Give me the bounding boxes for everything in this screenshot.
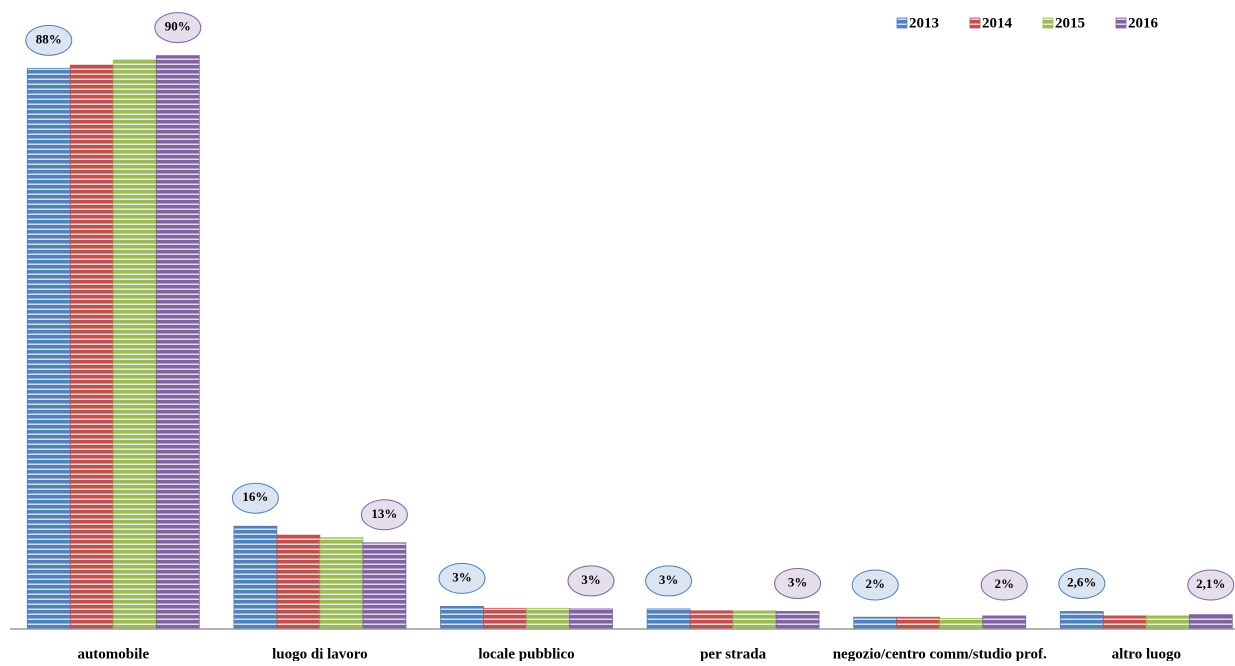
bar: [483, 607, 527, 629]
bar: [319, 537, 364, 629]
data-label-bubble: [25, 24, 73, 56]
data-label-bubble: [774, 567, 822, 599]
data-label: 90%: [165, 19, 191, 34]
data-label: 3%: [659, 572, 679, 587]
data-label: 3%: [452, 569, 472, 584]
bar: [689, 610, 734, 629]
data-label-bubble: [360, 499, 408, 531]
bar: [440, 605, 484, 629]
bar: [526, 607, 570, 629]
legend-label: 2015: [1055, 15, 1085, 31]
bar: [1059, 611, 1104, 629]
bar: [853, 616, 898, 629]
data-label-bubble: [567, 565, 615, 597]
data-label: 2%: [865, 576, 885, 591]
data-label: 2%: [994, 576, 1014, 591]
data-label-bubble: [851, 569, 899, 601]
data-label-bubble: [980, 569, 1028, 601]
bar: [26, 67, 71, 629]
data-label: 2,6%: [1067, 574, 1096, 589]
data-label: 2,1%: [1196, 576, 1225, 591]
x-tick-label: luogo di lavoro: [272, 646, 368, 661]
bar: [982, 615, 1027, 629]
bar: [569, 608, 613, 629]
legend-label: 2014: [982, 15, 1013, 31]
data-label-bubble: [231, 482, 279, 514]
x-tick-label: locale pubblico: [478, 646, 574, 661]
bar: [155, 55, 200, 629]
legend-swatch: [1115, 17, 1127, 29]
bar: [362, 542, 407, 629]
legend-swatch: [1042, 17, 1054, 29]
bar: [1145, 615, 1190, 629]
bar: [233, 525, 278, 629]
x-tick-label: per strada: [700, 646, 766, 661]
bar: [896, 616, 941, 629]
bar: [69, 64, 114, 629]
data-label-bubble: [1187, 569, 1235, 601]
bar: [732, 610, 777, 629]
x-tick-label: automobile: [77, 646, 149, 661]
x-tick-label: negozio/centro comm/studio prof.: [833, 646, 1047, 661]
data-label: 13%: [371, 506, 397, 521]
data-label: 16%: [242, 489, 268, 504]
data-label-bubble: [1058, 567, 1106, 599]
bar: [775, 611, 820, 629]
legend-swatch: [969, 17, 981, 29]
data-label-bubble: [154, 12, 202, 44]
data-label: 3%: [788, 574, 808, 589]
bar: [112, 59, 157, 629]
bar: [1102, 615, 1147, 629]
bar: [1188, 614, 1233, 629]
bar: [939, 618, 984, 629]
bar: [276, 534, 321, 629]
legend-swatch: [896, 17, 908, 29]
legend-label: 2013: [909, 15, 939, 31]
legend-label: 2016: [1128, 15, 1159, 31]
data-label: 3%: [581, 572, 601, 587]
data-label-bubble: [438, 562, 486, 594]
bar: [646, 608, 691, 629]
data-label-bubble: [645, 565, 693, 597]
data-label: 88%: [36, 31, 62, 46]
x-tick-label: altro luogo: [1112, 646, 1181, 661]
